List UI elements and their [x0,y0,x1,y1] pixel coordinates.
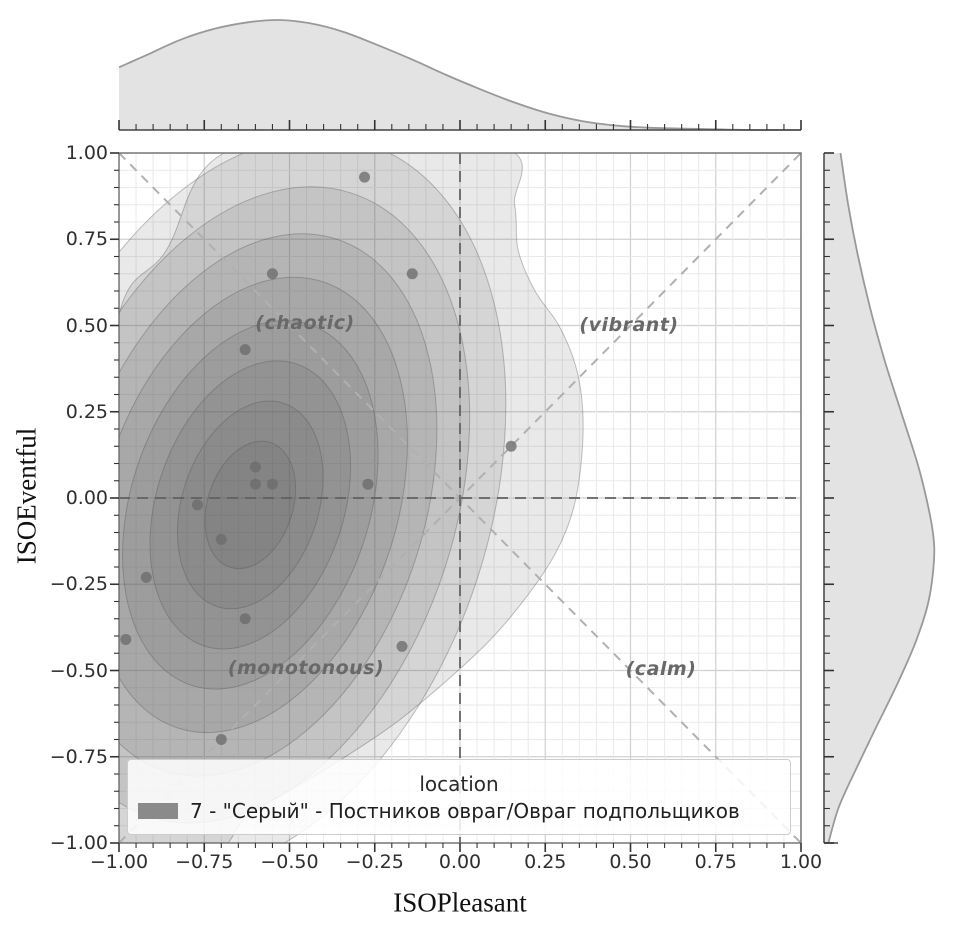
x-tick-label: 1.00 [779,851,823,873]
data-point [406,268,418,280]
x-tick-label: 0.50 [609,851,652,873]
legend-entry-label: 7 - "Серый" - Постников овраг/Овраг подп… [190,798,740,823]
data-point [266,478,278,490]
y-tick-label: 0.00 [65,487,108,509]
right-marginal-density [823,152,936,844]
top-marginal-density [118,19,802,131]
data-point [249,461,261,473]
y-tick-label: 0.50 [65,314,108,337]
x-tick-label: −0.50 [260,851,319,873]
data-point [396,640,408,652]
x-tick-label: 0.00 [438,851,482,873]
quadrant-label-monotonous: (monotonous) [227,657,385,679]
data-point [359,171,371,183]
reference-lines [119,153,801,843]
y-tick-label: 0.25 [65,400,108,423]
data-point [505,440,517,452]
data-point [266,268,278,280]
y-tick-label: −0.25 [49,573,108,596]
data-point [362,478,374,490]
data-point [120,633,132,645]
legend-swatch [138,802,178,819]
data-point [215,734,227,745]
y-tick-label: −0.50 [49,659,108,682]
quadrant-label-calm: (calm) [625,658,697,680]
y-tick-label: −0.75 [49,745,108,768]
quadrant-label-chaotic: (chaotic) [255,312,355,334]
data-point [191,499,203,511]
data-point [140,571,152,583]
legend: location 7 - "Серый" - Постников овраг/О… [127,759,791,835]
x-tick-label: −1.00 [89,851,149,873]
y-axis-title: ISOEventful [11,427,42,565]
x-tick-label: −0.75 [175,851,234,873]
x-axis-title: ISOPleasant [393,887,527,918]
data-point [215,533,227,545]
x-tick-label: 0.75 [694,851,737,873]
quadrant-label-vibrant: (vibrant) [579,314,679,336]
axis-ticks [110,120,834,852]
x-tick-label: −0.25 [345,851,404,873]
legend-entry: 7 - "Серый" - Постников овраг/Овраг подп… [128,799,790,823]
y-tick-label: 0.75 [65,228,108,251]
legend-title: location [419,771,499,796]
data-point [239,613,251,625]
kde-contours [119,153,584,843]
y-tick-label: 1.00 [65,142,108,164]
scatter-points [120,171,517,745]
data-point [239,344,251,356]
x-tick-label: 0.25 [524,851,567,873]
y-tick-label: −1.00 [49,832,108,854]
data-point [249,478,261,490]
